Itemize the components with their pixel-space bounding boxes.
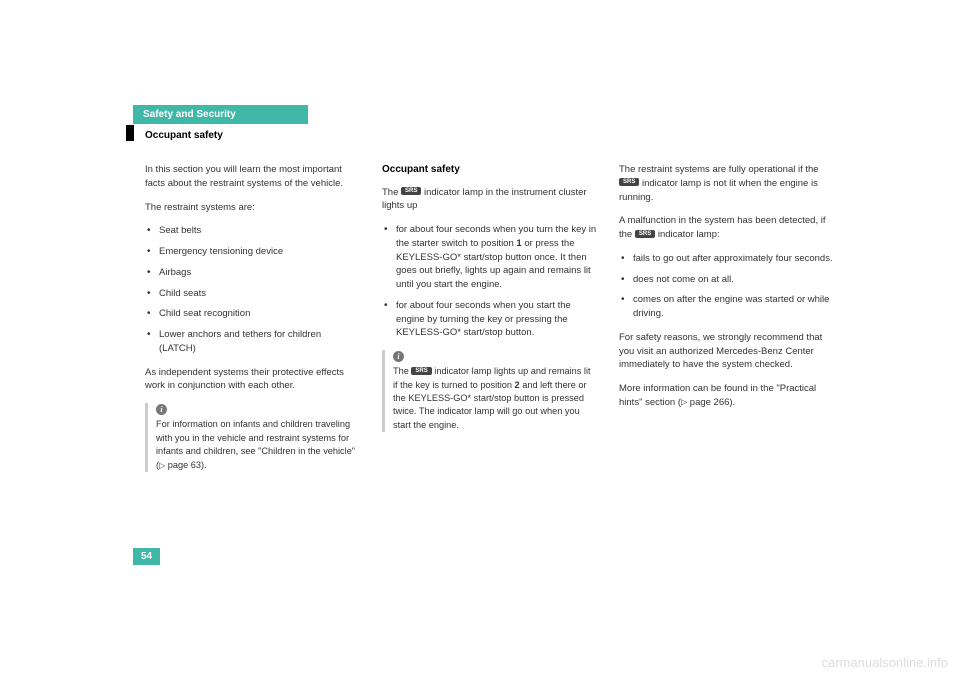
info-note: i For information on infants and childre…: [145, 403, 360, 472]
paragraph: For safety reasons, we strongly recommen…: [619, 331, 834, 372]
page-content: Safety and Security Occupant safety In t…: [145, 105, 835, 472]
indicator-list: for about four seconds when you turn the…: [382, 223, 597, 340]
column-1: In this section you will learn the most …: [145, 163, 360, 472]
list-item: Airbags: [145, 266, 360, 280]
list-item: Emergency tensioning device: [145, 245, 360, 259]
column-3: The restraint systems are fully operatio…: [619, 163, 834, 472]
edge-marker: [126, 125, 134, 141]
malfunction-list: fails to go out after approximately four…: [619, 252, 834, 321]
section-header: Occupant safety: [145, 130, 835, 141]
paragraph: The restraint systems are fully operatio…: [619, 163, 834, 204]
list-item: Child seats: [145, 287, 360, 301]
srs-badge-icon: SRS: [401, 187, 421, 195]
paragraph: A malfunction in the system has been det…: [619, 214, 834, 242]
paragraph: More information can be found in the "Pr…: [619, 382, 834, 410]
info-icon: i: [156, 404, 167, 415]
restraint-list: Seat belts Emergency tensioning device A…: [145, 224, 360, 355]
paragraph: The SRS indicator lamp in the instrument…: [382, 186, 597, 214]
chapter-header: Safety and Security: [133, 105, 308, 124]
srs-badge-icon: SRS: [411, 367, 431, 375]
list-item: for about four seconds when you start th…: [382, 299, 597, 340]
info-note: i The SRS indicator lamp lights up and r…: [382, 350, 597, 432]
column-2: Occupant safety The SRS indicator lamp i…: [382, 163, 597, 472]
info-icon: i: [393, 351, 404, 362]
list-item: for about four seconds when you turn the…: [382, 223, 597, 292]
info-text: For information on infants and children …: [156, 418, 360, 471]
list-item: fails to go out after approximately four…: [619, 252, 834, 266]
info-text: The SRS indicator lamp lights up and rem…: [393, 365, 597, 432]
content-columns: In this section you will learn the most …: [145, 163, 835, 472]
srs-badge-icon: SRS: [635, 230, 655, 238]
list-item: Lower anchors and tethers for children (…: [145, 328, 360, 356]
watermark: carmanualsonline.info: [822, 655, 948, 670]
list-item: Child seat recognition: [145, 307, 360, 321]
page-number: 54: [133, 548, 160, 565]
list-item: Seat belts: [145, 224, 360, 238]
list-intro: The restraint systems are:: [145, 201, 360, 215]
column-title: Occupant safety: [382, 163, 597, 178]
intro-text: In this section you will learn the most …: [145, 163, 360, 191]
paragraph: As independent systems their protective …: [145, 366, 360, 394]
list-item: comes on after the engine was started or…: [619, 293, 834, 321]
srs-badge-icon: SRS: [619, 178, 639, 186]
list-item: does not come on at all.: [619, 273, 834, 287]
